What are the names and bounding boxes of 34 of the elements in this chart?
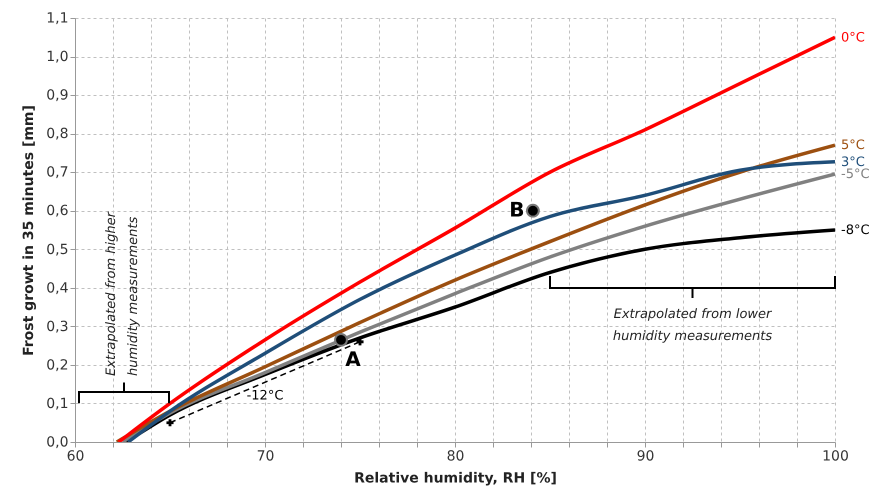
point [526,204,540,218]
line-series [116,36,835,442]
annotation: Extrapolated from lower humidity measurements [612,307,774,344]
y-tick-label: 0,4 [46,280,69,296]
point [356,338,364,346]
series-label: -5°C [841,167,870,182]
x-tick-label: 90 [636,448,654,464]
series-label: -12°C [246,388,284,404]
series-label: -8°C [841,223,870,238]
annotation: Extrapolated from higher humidity measurements [104,210,141,376]
x-axis-title: Relative humidity, RH [%] [354,470,557,486]
y-tick-label: 0,2 [46,357,68,374]
y-tick-label: 0,5 [46,242,68,258]
series-label: 3°C [841,154,865,170]
annotation: B [509,198,525,222]
series-label: 0°C [841,30,865,46]
series-label: 5°C [841,138,865,154]
x-tick-label: 80 [446,448,464,464]
y-axis-title: Frost growt in 35 minutes [mm] [21,105,38,356]
point [334,332,348,347]
y-tick-label: 1,0 [46,49,68,66]
y-tick-label: 0,8 [46,126,68,142]
y-tick-label: 0,1 [46,396,68,412]
y-tick-label: 0,0 [46,434,68,450]
point [166,419,174,426]
x-tick-label: 100 [822,448,849,464]
annotation: A [345,346,362,371]
y-tick-label: 0,3 [46,318,68,335]
y-tick-label: 1,1 [46,10,68,26]
y-tick-label: 0,6 [46,203,69,220]
y-tick-label: 0,7 [46,164,68,181]
x-tick-label: 60 [66,448,84,464]
y-tick-label: 0,9 [46,88,68,104]
x-tick-label: 70 [256,448,274,464]
